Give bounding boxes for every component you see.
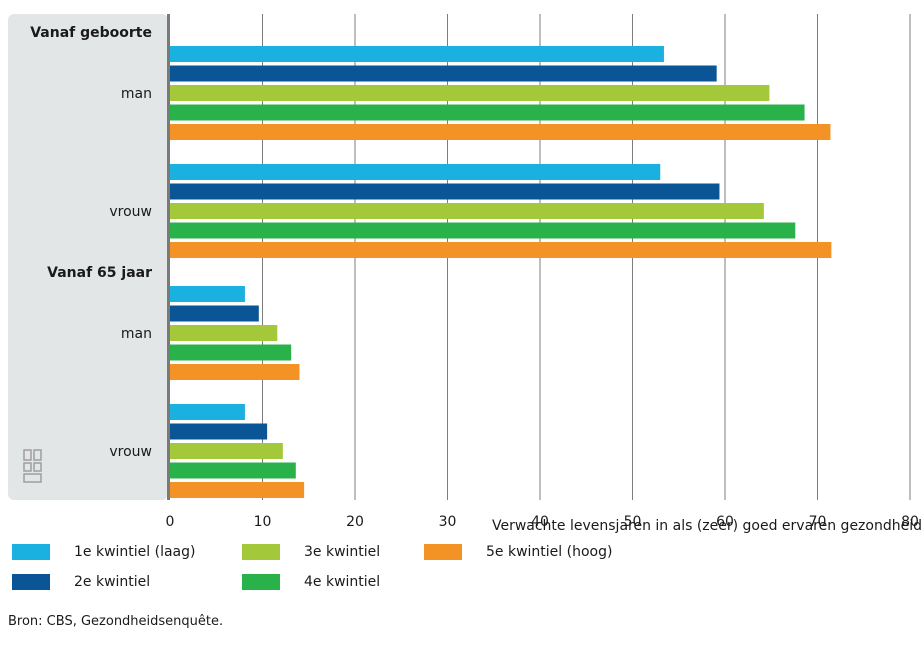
bar [170, 104, 805, 121]
x-tick-label: 30 [439, 514, 457, 530]
bar [170, 305, 259, 322]
x-tick-label: 10 [254, 514, 272, 530]
legend-label: 3e kwintiel [304, 544, 381, 560]
legend-item: 1e kwintiel (laag) [12, 544, 195, 560]
category-labels: Vanaf geboorte man vrouw Vanaf 65 jaar man vr… [30, 25, 152, 460]
bar [170, 423, 268, 440]
legend-item: 4e kwintiel [242, 574, 380, 590]
bar [170, 124, 831, 140]
bar [170, 404, 245, 420]
x-tick-label: 50 [624, 514, 642, 530]
category-label: man [121, 86, 152, 102]
bar [170, 344, 292, 361]
category-label: vrouw [109, 444, 152, 460]
bar [170, 364, 300, 380]
bar [170, 325, 278, 341]
bar [170, 203, 764, 219]
legend-swatch [12, 544, 50, 560]
x-tick-labels: 0 10 20 30 40 50 60 70 80 [166, 514, 919, 530]
x-tick-label: 40 [531, 514, 549, 530]
legend-item: 5e kwintiel (hoog) [424, 544, 612, 560]
bar [170, 65, 717, 82]
y-axis-line [167, 14, 170, 500]
legend-label: 2e kwintiel [74, 574, 151, 590]
legend-label: 4e kwintiel [304, 574, 381, 590]
label-panel [8, 14, 168, 500]
source-note: Bron: CBS, Gezondheidsenquête. [8, 614, 224, 629]
x-tick-label: 70 [809, 514, 827, 530]
bar [170, 164, 661, 180]
x-tick-label: 60 [716, 514, 734, 530]
x-tick-label: 20 [346, 514, 364, 530]
x-tick-label: 0 [166, 514, 175, 530]
x-axis-label: Verwachte levensjaren in als (zeer) goed… [492, 518, 922, 534]
bar [170, 462, 296, 479]
bar [170, 222, 796, 239]
legend-item: 3e kwintiel [242, 544, 380, 560]
legend-item: 2e kwintiel [12, 574, 150, 590]
section-label: Vanaf geboorte [30, 25, 152, 41]
chart: Vanaf geboorte man vrouw Vanaf 65 jaar man vr… [8, 14, 922, 534]
bars [170, 46, 832, 498]
legend-swatch [424, 544, 462, 560]
bar [170, 443, 283, 459]
bar [170, 85, 770, 101]
legend-swatch [242, 544, 280, 560]
bar [170, 242, 832, 258]
legend-swatch [242, 574, 280, 590]
cbs-logo-icon [23, 449, 42, 483]
category-label: vrouw [109, 204, 152, 220]
legend-swatch [12, 574, 50, 590]
bar [170, 482, 305, 498]
legend-label: 5e kwintiel (hoog) [486, 544, 613, 560]
bar [170, 183, 720, 200]
category-label: man [121, 326, 152, 342]
section-label: Vanaf 65 jaar [47, 265, 152, 281]
x-tick-label: 80 [901, 514, 919, 530]
bar [170, 286, 245, 302]
legend-label: 1e kwintiel (laag) [74, 544, 196, 560]
legend: 1e kwintiel (laag) 2e kwintiel 3e kwintiel… [12, 544, 912, 604]
bar [170, 46, 664, 62]
